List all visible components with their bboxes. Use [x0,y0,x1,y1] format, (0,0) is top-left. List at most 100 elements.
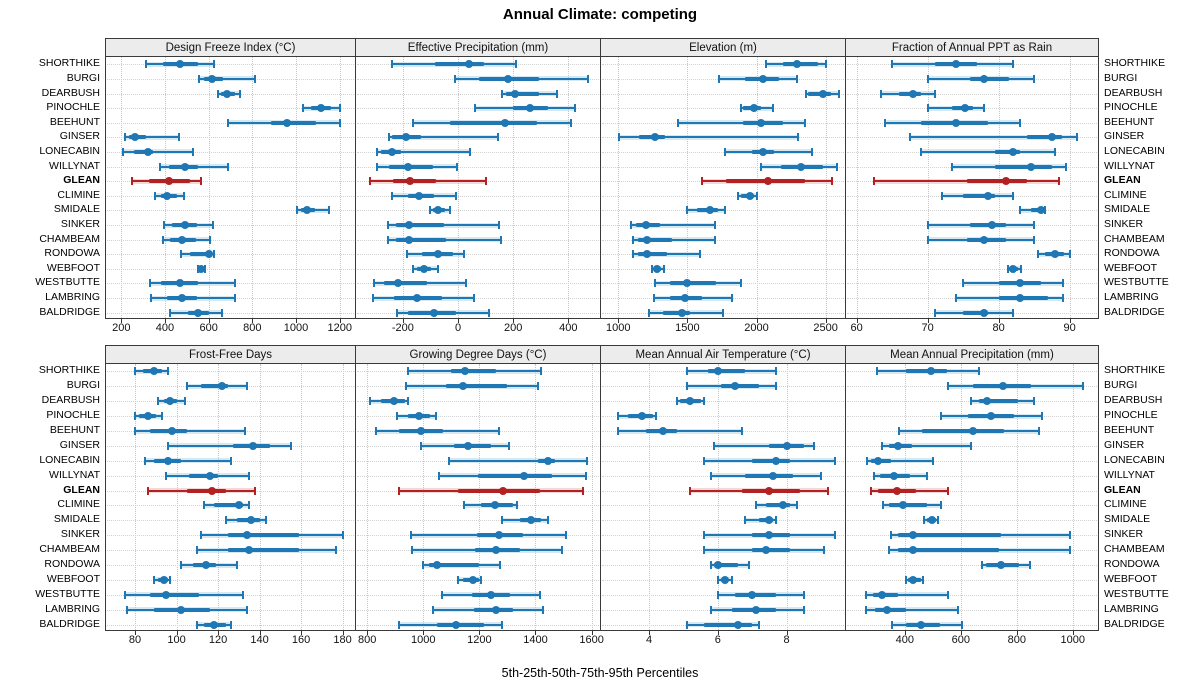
whisker-cap [969,441,972,450]
whisker-cap [864,590,867,599]
whisker-cap [204,264,207,273]
site-label-left-lonecabin: LONECABIN [39,144,100,157]
whisker-cap [398,620,401,629]
whisker-cap [248,501,251,510]
whisker-5-95 [909,136,1077,139]
whisker-cap [1011,60,1014,69]
median-dot [164,456,173,465]
median-dot [1047,133,1056,142]
axis-tick [296,319,298,323]
whisker-5-95 [198,77,255,80]
gridline [535,364,537,630]
site-label-right-lonecabin: LONECABIN [1104,144,1165,157]
site-label-left-willynat: WILLYNAT [49,468,100,481]
whisker-cap [747,561,750,569]
box-25-75 [429,563,480,567]
row-gridline [357,254,599,256]
median-dot [131,133,140,142]
whisker-cap [740,427,743,435]
whisker-cap [498,427,501,435]
row-gridline [357,166,599,168]
whisker-cap [574,104,577,113]
whisker-cap [162,221,165,230]
panel-mean-annual-precipitation-mm [845,363,1099,631]
row-gridline [602,166,844,168]
axis-tick-label: 1400 [523,634,548,646]
row-gridline [357,151,599,153]
whisker-cap [386,235,389,244]
axis-tick-label: 1000 [606,322,631,334]
whisker-cap [813,441,816,450]
box-25-75 [228,533,299,538]
gridline [756,57,758,318]
whisker-cap [836,162,839,171]
axis-tick [649,631,651,635]
whisker-cap [192,147,195,156]
whisker-cap [898,427,901,435]
median-dot [433,561,442,569]
whisker-cap [146,486,149,495]
median-dot [458,382,467,391]
median-dot [492,546,501,555]
whisker-cap [765,60,768,69]
axis-tick-label: 1000 [411,634,436,646]
whisker-cap [196,620,199,629]
median-dot [909,575,918,584]
whisker-cap [685,620,688,629]
whisker-cap [213,60,216,69]
whisker-cap [457,575,460,584]
whisker-cap [1028,561,1031,569]
median-dot [499,486,508,495]
whisker-cap [386,221,389,230]
whisker-cap [698,250,701,259]
whisker-cap [823,546,826,555]
whisker-cap [375,162,378,171]
whisker-cap [740,104,743,113]
whisker-cap [499,235,502,244]
whisker-cap [158,162,161,171]
axis-tick-label: 200 [112,322,131,334]
site-label-right-beehunt: BEEHUNT [1104,115,1155,128]
median-dot [178,235,187,244]
site-label-right-westbutte: WESTBUTTE [1104,587,1169,600]
row-gridline [107,181,354,183]
whisker-cap [154,191,157,200]
whisker-cap [497,221,500,230]
whisker-cap [1018,118,1021,127]
whisker-cap [880,89,883,98]
whisker-5-95 [882,444,971,447]
axis-tick-label: 140 [250,634,269,646]
site-label-right-willynat: WILLYNAT [1104,159,1155,172]
whisker-cap [448,206,451,215]
median-dot [247,516,256,525]
row-gridline [847,445,1097,447]
gridline [618,57,620,318]
median-dot [245,546,254,555]
median-dot [745,191,754,200]
whisker-cap [246,605,249,614]
whisker-cap [716,590,719,599]
axis-tick [998,319,1000,323]
whisker-cap [484,177,487,186]
box-25-75 [384,281,428,286]
whisker-cap [541,605,544,614]
whisker-cap [947,382,950,391]
x-axis-label: 5th-25th-50th-75th-95th Percentiles [501,666,699,680]
gridline [402,57,404,318]
whisker-cap [388,133,391,142]
whisker-cap [169,308,172,317]
whisker-cap [889,531,892,540]
whisker-cap [200,531,203,540]
whisker-cap [586,74,589,83]
row-gridline [357,283,599,285]
whisker-5-95 [123,150,194,153]
median-dot [969,427,978,435]
median-dot [178,294,187,303]
site-label-right-lambring: LAMBRING [1104,602,1159,615]
axis-tick-label: 60 [850,322,863,334]
whisker-5-95 [633,238,716,241]
whisker-cap [253,74,256,83]
whisker-cap [1057,177,1060,186]
whisker-cap [955,294,958,303]
median-dot [1008,147,1017,156]
